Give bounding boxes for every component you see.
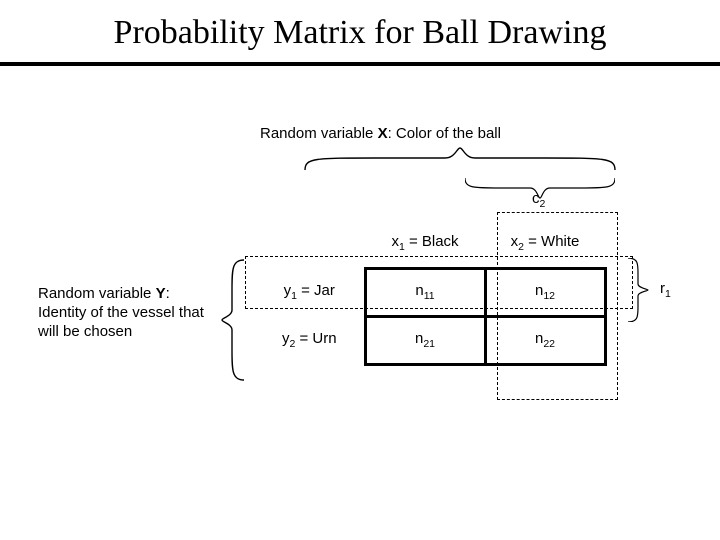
brace-x-icon bbox=[305, 146, 615, 174]
c2-label: c2 bbox=[532, 190, 545, 210]
y-variable-label: Random variable Y: Identity of the vesse… bbox=[38, 285, 213, 341]
row-header-y2: y2 = Urn bbox=[255, 316, 365, 364]
col-header-x2: x2 = White bbox=[485, 220, 605, 268]
brace-y-icon bbox=[220, 260, 248, 380]
cell-n21: n21 bbox=[365, 316, 485, 364]
diagram-stage: Random variable X: Color of the ball Ran… bbox=[0, 90, 720, 530]
page-title: Probability Matrix for Ball Drawing bbox=[0, 0, 720, 52]
cell-n12: n12 bbox=[485, 268, 605, 316]
xvar-prefix: Random variable bbox=[260, 125, 378, 142]
table-row: y2 = Urn n21 n22 bbox=[255, 316, 605, 364]
row-header-y1: y1 = Jar bbox=[255, 268, 365, 316]
table-header-row: x1 = Black x2 = White bbox=[255, 220, 605, 268]
cell-n11: n11 bbox=[365, 268, 485, 316]
title-rule bbox=[0, 62, 720, 66]
r1-sub: 1 bbox=[665, 288, 671, 300]
probability-matrix: x1 = Black x2 = White y1 = Jar n11 n12 y… bbox=[255, 220, 607, 366]
yvar-bold: Y bbox=[156, 285, 166, 302]
xvar-suffix: : Color of the ball bbox=[388, 125, 501, 142]
yvar-prefix: Random variable bbox=[38, 285, 156, 302]
xvar-bold: X bbox=[378, 125, 388, 142]
r1-label: r1 bbox=[660, 280, 671, 300]
cell-n22: n22 bbox=[485, 316, 605, 364]
c2-pre: c bbox=[532, 190, 540, 207]
col-header-x1: x1 = Black bbox=[365, 220, 485, 268]
x-variable-label: Random variable X: Color of the ball bbox=[260, 125, 501, 142]
table-row: y1 = Jar n11 n12 bbox=[255, 268, 605, 316]
c2-sub: 2 bbox=[540, 198, 546, 210]
